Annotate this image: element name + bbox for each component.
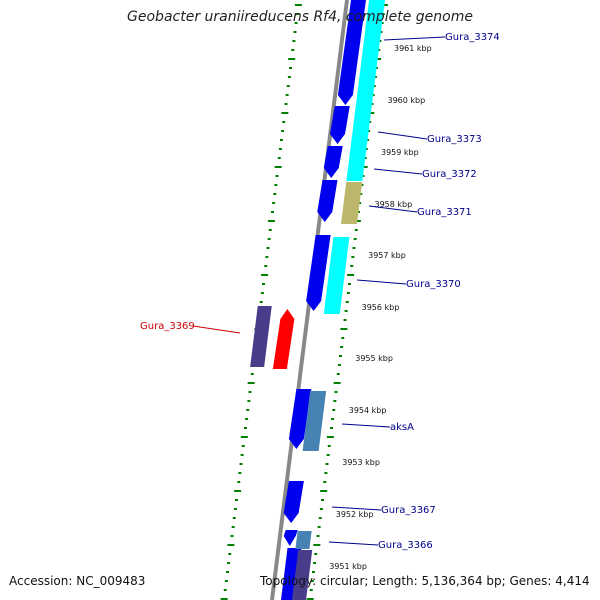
gene-label-leader <box>368 205 418 213</box>
gene-arrow[interactable] <box>306 235 331 311</box>
gene-arrow[interactable] <box>330 106 350 144</box>
gene-label-leader <box>192 325 241 334</box>
kbp-scale-label: 3959 kbp <box>381 148 419 157</box>
gene-label-gura-3370[interactable]: Gura_3370 <box>406 279 461 290</box>
gene-label-leader <box>341 423 391 428</box>
gene-label-aksa[interactable]: aksA <box>390 422 414 433</box>
cds-block-steelblue[interactable] <box>295 531 312 549</box>
gene-label-gura-3369[interactable]: Gura_3369 <box>140 321 195 332</box>
gene-label-gura-3372[interactable]: Gura_3372 <box>422 169 477 180</box>
gene-arrow[interactable] <box>317 180 338 222</box>
gene-label-leader <box>373 168 423 175</box>
kbp-scale-label: 3957 kbp <box>368 251 406 260</box>
gene-label-gura-3367[interactable]: Gura_3367 <box>381 505 436 516</box>
cds-block-slate[interactable] <box>292 550 313 600</box>
kbp-scale-label: 3952 kbp <box>336 510 374 519</box>
cds-block-cyan[interactable] <box>323 237 350 314</box>
gene-arrow[interactable] <box>283 481 304 523</box>
gene-label-leader <box>383 36 446 41</box>
kbp-scale-label: 3953 kbp <box>342 458 380 467</box>
kbp-scale-label: 3956 kbp <box>362 303 400 312</box>
accession-text: Accession: NC_009483 <box>9 574 146 588</box>
gene-label-gura-3374[interactable]: Gura_3374 <box>445 32 500 43</box>
cds-block-steelblue[interactable] <box>302 391 327 451</box>
gene-arrow[interactable] <box>288 389 312 449</box>
gene-arrow[interactable] <box>283 530 298 546</box>
cds-block-khaki[interactable] <box>341 182 363 224</box>
kbp-scale-label: 3955 kbp <box>355 354 393 363</box>
kbp-scale-label: 3960 kbp <box>388 96 426 105</box>
kbp-scale-label: 3961 kbp <box>394 44 432 53</box>
topology-text: Topology: circular; Length: 5,136,364 bp… <box>260 574 590 588</box>
kbp-scale-label: 3951 kbp <box>329 562 367 571</box>
gene-label-leader <box>356 279 407 285</box>
gene-label-gura-3366[interactable]: Gura_3366 <box>378 540 433 551</box>
gene-arrow[interactable] <box>323 146 343 178</box>
cds-block-slate[interactable] <box>250 306 272 367</box>
gene-label-gura-3371[interactable]: Gura_3371 <box>417 207 472 218</box>
selected-gene-arrow[interactable] <box>272 309 295 369</box>
gene-label-leader <box>377 131 428 140</box>
kbp-scale-label: 3958 kbp <box>375 200 413 209</box>
gene-label-leader <box>331 506 382 511</box>
genome-title: Geobacter uraniireducens Rf4, complete g… <box>127 9 473 25</box>
gene-arrow[interactable] <box>337 0 366 105</box>
cds-block-cyan[interactable] <box>346 0 385 181</box>
gene-label-leader <box>328 541 379 546</box>
gene-label-gura-3373[interactable]: Gura_3373 <box>427 134 482 145</box>
kbp-scale-label: 3954 kbp <box>349 406 387 415</box>
